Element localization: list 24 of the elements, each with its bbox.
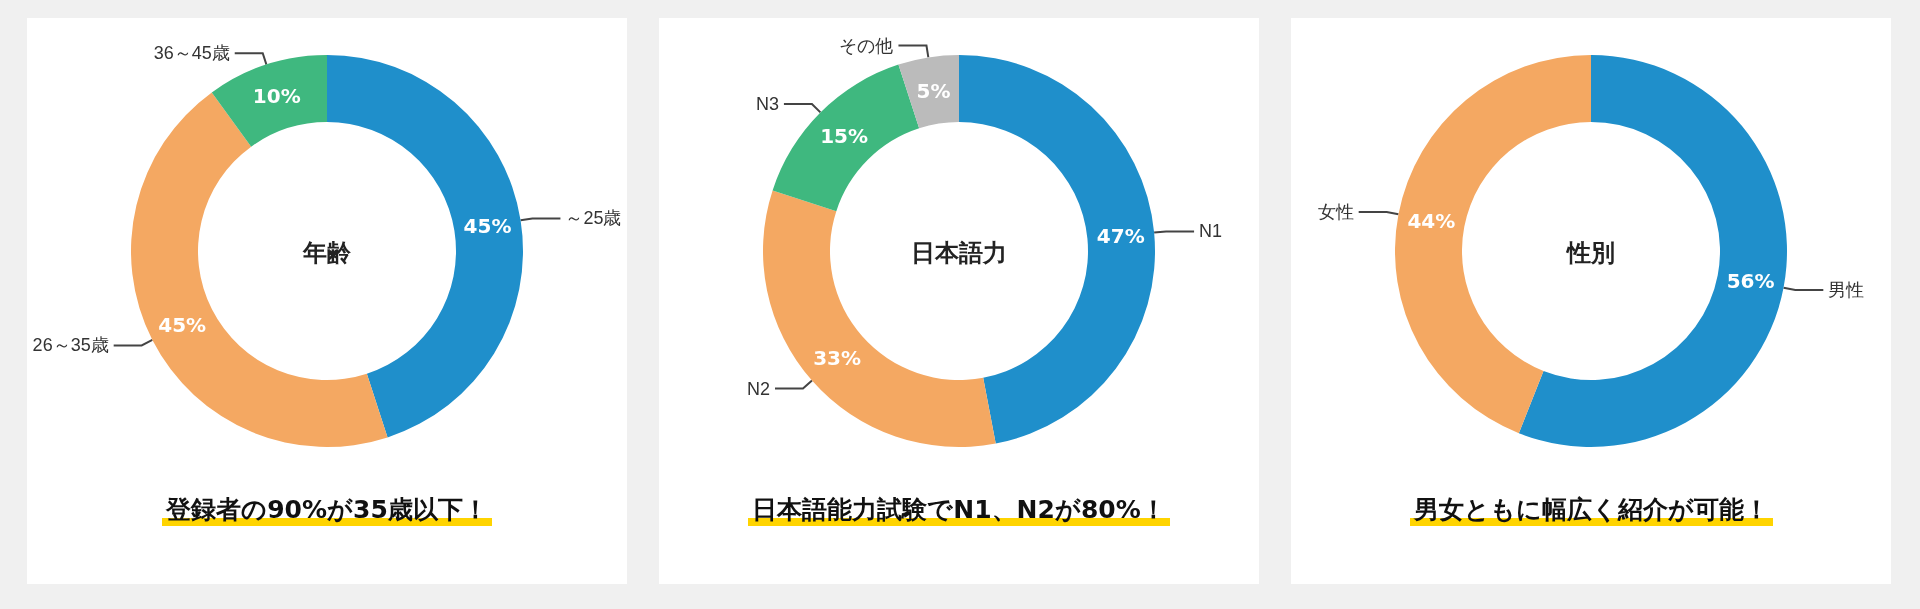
text: 日本語力 bbox=[911, 238, 1007, 266]
slice-label: 女性 bbox=[1317, 202, 1354, 223]
text: 年齢 bbox=[302, 238, 352, 266]
slice-label: 男性 bbox=[1828, 279, 1865, 300]
data-label: 44% bbox=[1407, 208, 1456, 233]
data-label: 5% bbox=[916, 78, 951, 103]
data-label: 47% bbox=[1096, 223, 1145, 248]
data-label: 45% bbox=[463, 213, 512, 238]
data-label: 45% bbox=[158, 312, 207, 337]
text: 男女ともに幅広く紹介が可能！ bbox=[1409, 495, 1773, 526]
text: 登録者の90%が35歳以下！ bbox=[162, 495, 492, 526]
slice-label: 36～45歳 bbox=[153, 43, 230, 64]
slice-label: N2 bbox=[746, 378, 770, 399]
data-label: 10% bbox=[252, 84, 301, 109]
data-label: 56% bbox=[1726, 269, 1775, 294]
slice-label: N3 bbox=[755, 93, 779, 114]
data-label: 15% bbox=[820, 124, 869, 149]
slice-label: その他 bbox=[839, 35, 894, 56]
text: 性別 bbox=[1565, 238, 1615, 266]
slice-label: 26～35歳 bbox=[32, 335, 109, 356]
slice-label: N1 bbox=[1199, 221, 1223, 242]
data-label: 33% bbox=[813, 346, 862, 371]
text: 日本語能力試験でN1、N2が80%！ bbox=[748, 495, 1170, 526]
slice-label: ～25歳 bbox=[565, 208, 622, 229]
